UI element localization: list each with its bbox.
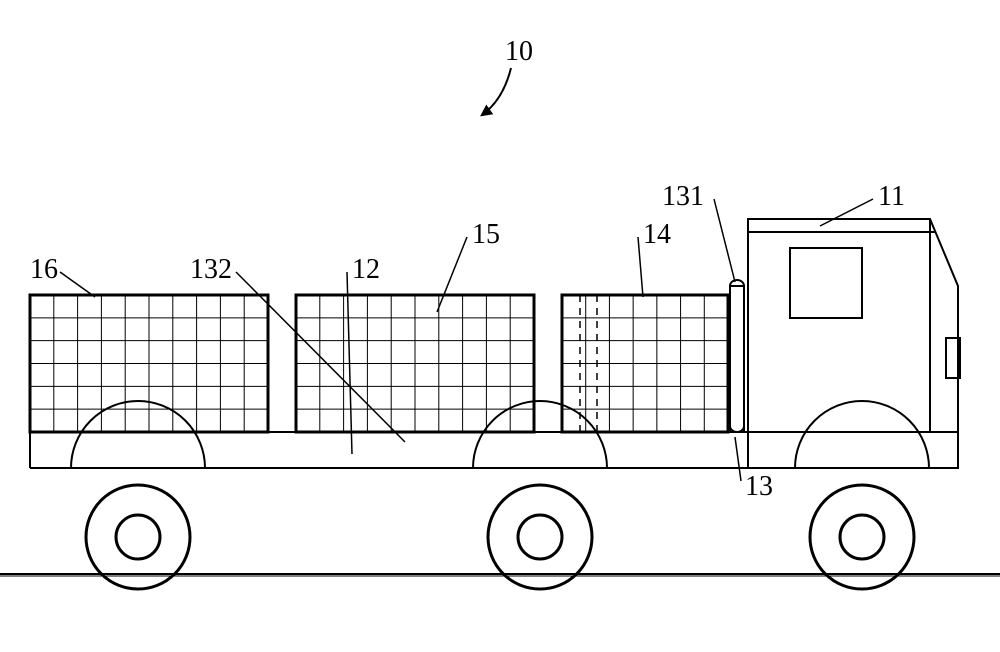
container-mid [296, 295, 534, 432]
label-main: 10 [505, 36, 533, 67]
label-mount: 13 [745, 471, 773, 502]
label-mount-guide: 132 [190, 254, 232, 285]
label-cargo-area: 12 [352, 254, 380, 285]
label-container-right: 14 [643, 219, 671, 250]
label-cab: 11 [878, 181, 905, 212]
label-container-left: 16 [30, 254, 58, 285]
label-container-mid: 15 [472, 219, 500, 250]
truck-diagram: 10 11 131 14 15 12 132 16 13 [0, 0, 1000, 652]
container-left [30, 295, 268, 432]
container-right [562, 295, 728, 432]
label-mount-top: 131 [662, 181, 704, 212]
